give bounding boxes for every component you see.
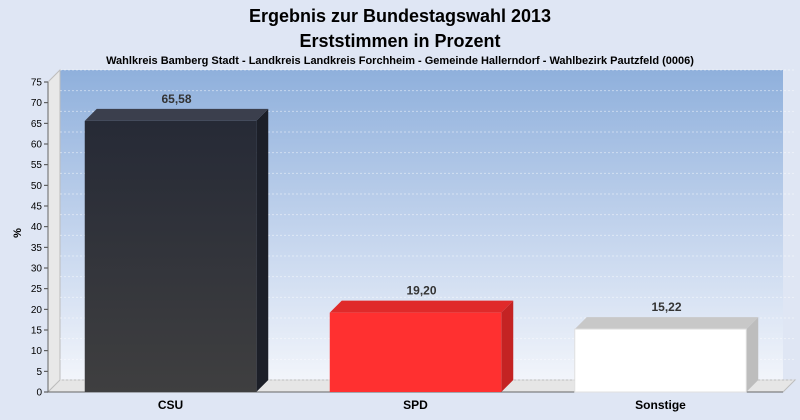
bar-front [329,312,502,392]
x-tick-label: SPD [403,398,428,412]
bar-front [84,120,257,392]
y-tick-label: 75 [31,78,43,89]
y-tick-label: 45 [31,202,43,213]
y-tick-label: 70 [31,98,43,109]
bar-side [256,108,269,392]
chart-title-line2: Erststimmen in Prozent [299,31,500,51]
x-tick-label: Sonstige [635,398,686,412]
bar-spd: 19,20 [329,284,514,392]
bar-top [574,317,759,330]
y-tick-label: 25 [31,284,43,295]
y-tick-label: 60 [31,140,43,151]
y-axis-label: % [12,228,24,238]
y-tick-label: 30 [31,264,43,275]
bar-front [574,328,747,393]
y-tick-label: 0 [36,388,42,399]
y-tick-label: 55 [31,160,43,171]
y-tick-label: 35 [31,243,43,254]
y-tick-label: 10 [31,346,43,357]
y-tick-label: 20 [31,305,43,316]
bar-side [501,300,514,392]
data-label: 65,58 [161,92,191,106]
y-tick-label: 40 [31,222,43,233]
bar-top [329,300,514,313]
bars: 65,58 19,20 15,22 [84,92,759,393]
data-label: 19,20 [406,284,436,298]
chart-title: Ergebnis zur Bundestagswahl 2013 [249,6,551,26]
y-tick-label: 15 [31,326,43,337]
bar-top [84,108,269,121]
y-tick-label: 50 [31,181,43,192]
bar-csu: 65,58 [84,92,269,392]
bar-sonstige: 15,22 [574,300,759,393]
bar-side [746,317,759,392]
chart-subtitle: Wahlkreis Bamberg Stadt - Landkreis Land… [106,55,694,67]
data-label: 15,22 [651,300,681,314]
plot-left-wall [47,68,61,394]
x-tick-label: CSU [158,398,183,412]
x-axis-labels: CSU SPD Sonstige [158,398,686,412]
y-tick-label: 65 [31,119,43,130]
y-tick-label: 5 [36,367,42,378]
